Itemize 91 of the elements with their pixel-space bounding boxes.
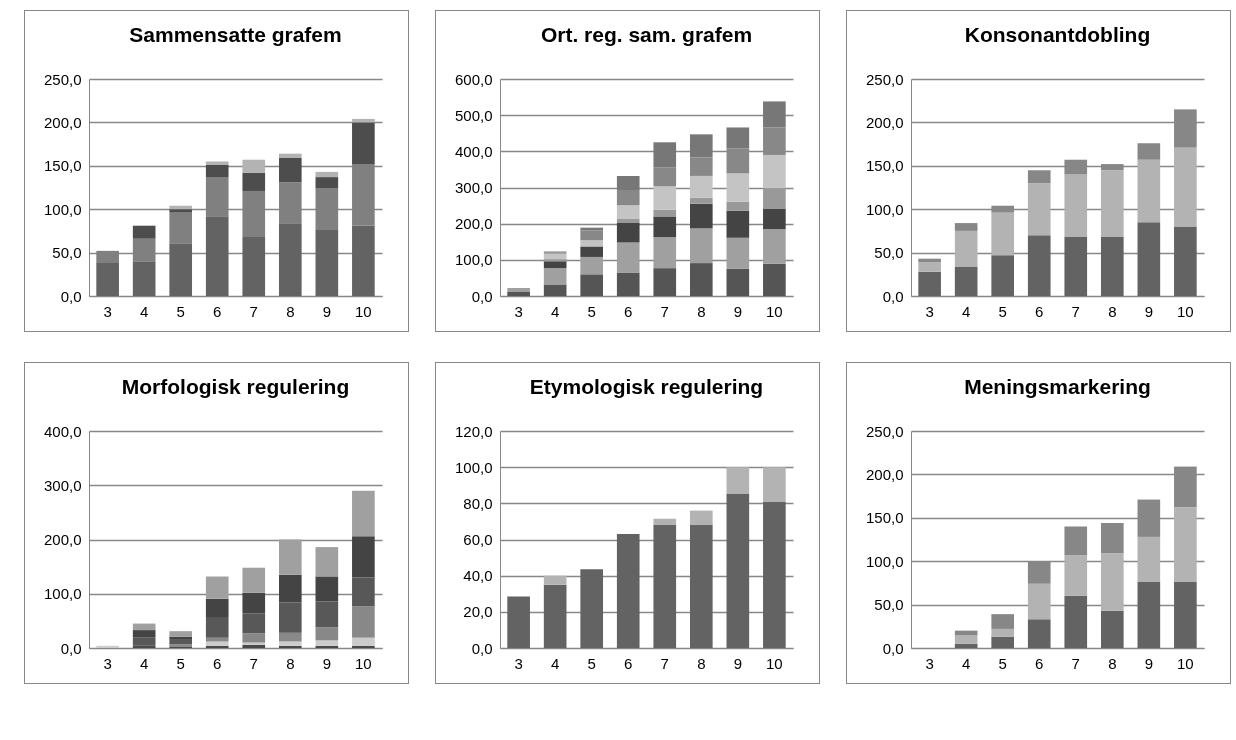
y-tick-label: 200,0 [865,113,904,131]
x-tick-label: 8 [697,302,706,320]
x-tick-label: 7 [660,654,669,672]
x-tick-label: 5 [998,654,1007,672]
x-tick-label: 9 [322,654,332,672]
x-tick-label: 4 [961,302,971,320]
x-tick-label: 8 [286,302,295,320]
x-tick-label: 3 [514,654,523,672]
y-tick-label: 150,0 [865,157,904,175]
y-tick-label: 250,0 [865,422,904,440]
y-tick-label: 300,0 [454,179,493,196]
y-tick-label: 200,0 [865,465,904,483]
y-tick-label: 500,0 [454,106,493,124]
chart-title: Morfologisk regulering [121,375,350,398]
x-tick-label: 6 [1035,654,1044,672]
x-tick-label: 4 [550,654,560,672]
chart-title: Meningsmarkering [964,375,1151,398]
x-tick-label: 9 [733,654,743,672]
chart-title: Konsonantdobling [964,23,1151,46]
y-tick-label: 80,0 [463,494,493,512]
chart-title: Etymologisk regulering [529,375,764,398]
x-tick-label: 10 [766,302,783,320]
x-tick-label: 8 [697,654,706,672]
y-tick-label: 0,0 [882,639,904,657]
x-tick-label: 6 [213,654,222,672]
x-tick-label: 6 [624,654,633,672]
y-tick-label: 100,0 [865,552,904,570]
y-tick-label: 600,0 [454,70,493,88]
y-tick-label: 200,0 [43,531,82,548]
x-tick-label: 8 [286,654,295,672]
x-tick-label: 9 [733,302,743,320]
x-tick-label: 8 [1108,302,1117,320]
x-tick-label: 9 [322,302,332,320]
x-tick-label: 7 [1071,654,1080,672]
x-tick-label: 4 [139,302,149,320]
x-tick-label: 3 [103,654,112,672]
x-tick-label: 4 [961,654,971,672]
x-tick-label: 3 [103,302,112,320]
x-tick-label: 10 [766,654,783,672]
x-tick-label: 6 [624,302,633,320]
y-tick-label: 100,0 [43,585,82,603]
y-tick-label: 100,0 [43,200,82,218]
y-tick-label: 0,0 [471,639,493,657]
y-tick-label: 50,0 [874,596,904,614]
y-tick-label: 100,0 [454,458,493,476]
x-tick-label: 5 [176,302,185,320]
y-tick-label: 50,0 [52,244,82,262]
x-tick-label: 4 [550,302,560,320]
x-tick-label: 7 [249,654,258,672]
x-tick-label: 10 [355,654,372,672]
y-tick-label: 50,0 [874,244,904,262]
y-tick-label: 0,0 [60,639,82,657]
x-tick-label: 10 [355,302,372,320]
x-tick-label: 3 [925,302,934,320]
x-tick-label: 3 [514,302,523,320]
x-tick-label: 5 [587,654,596,672]
y-tick-label: 300,0 [43,476,82,494]
x-tick-label: 7 [249,302,258,320]
x-tick-label: 4 [139,654,149,672]
chart-title: Ort. reg. sam. grafem [540,23,753,46]
y-tick-label: 20,0 [463,603,493,621]
y-tick-label: 400,0 [43,422,82,440]
x-tick-label: 3 [925,654,934,672]
y-tick-label: 200,0 [454,215,493,233]
x-tick-label: 8 [1108,654,1117,672]
y-tick-label: 400,0 [454,142,493,160]
x-tick-label: 9 [1144,302,1154,320]
y-tick-label: 250,0 [43,70,82,88]
chart-title: Sammensatte grafem [129,23,342,46]
y-tick-label: 200,0 [43,113,82,131]
y-tick-label: 150,0 [43,157,82,175]
y-tick-label: 100,0 [865,200,904,218]
y-tick-label: 150,0 [865,509,904,527]
y-tick-label: 0,0 [60,287,82,305]
y-tick-label: 60,0 [463,531,493,548]
x-tick-label: 5 [998,302,1007,320]
y-tick-label: 0,0 [471,287,493,305]
y-tick-label: 250,0 [865,70,904,88]
x-tick-label: 5 [587,302,596,320]
x-tick-label: 10 [1177,302,1194,320]
x-tick-label: 7 [660,302,669,320]
x-tick-label: 6 [213,302,222,320]
y-tick-label: 120,0 [454,422,493,440]
x-tick-label: 6 [1035,302,1044,320]
x-tick-label: 9 [1144,654,1154,672]
y-tick-label: 40,0 [463,567,493,585]
x-tick-label: 10 [1177,654,1194,672]
x-tick-label: 5 [176,654,185,672]
y-tick-label: 0,0 [882,287,904,305]
y-tick-label: 100,0 [454,251,493,269]
x-tick-label: 7 [1071,302,1080,320]
